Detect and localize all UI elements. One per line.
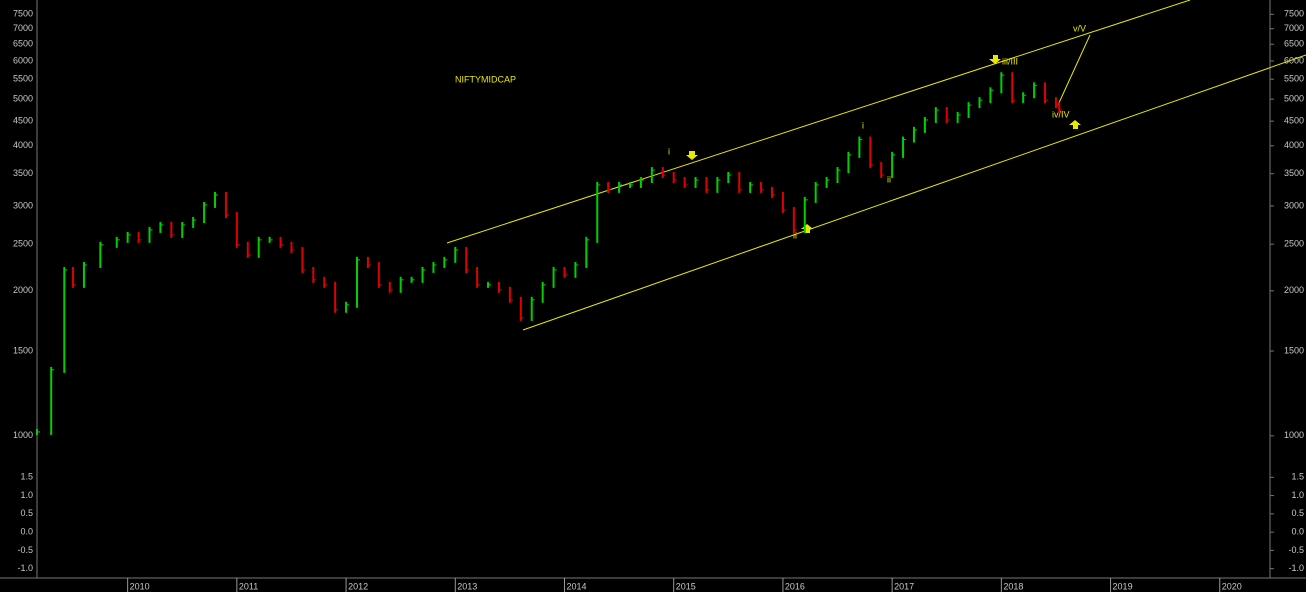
y-tick-label: 3000 [13, 200, 33, 210]
projection-line [1057, 34, 1091, 106]
x-tick-label: 2015 [676, 581, 696, 591]
wave-label: iv/IV [1052, 109, 1070, 119]
wave-label: iii/III [1002, 56, 1018, 66]
y2-tick-label: 0.0 [1291, 527, 1304, 537]
wave-label: v/V [1073, 23, 1086, 33]
y-tick-label: 5500 [1284, 74, 1304, 84]
y-tick-label: 3500 [13, 168, 33, 178]
x-tick-label: 2020 [1222, 581, 1242, 591]
wave-label: i [668, 146, 670, 156]
y-tick-label: 1000 [13, 430, 33, 440]
x-tick-label: 2016 [785, 581, 805, 591]
channel-lower [522, 54, 1306, 331]
y-tick-label: 4000 [13, 140, 33, 150]
y-tick-label: 7500 [13, 9, 33, 19]
chart-title: NIFTYMIDCAP [455, 74, 516, 84]
y2-tick-label: -0.5 [1288, 545, 1304, 555]
y2-tick-label: -0.5 [17, 545, 33, 555]
y-tick-label: 5000 [13, 93, 33, 103]
x-tick-label: 2012 [348, 581, 368, 591]
arrow-down [989, 55, 1001, 64]
y2-tick-label: -1.0 [17, 563, 33, 573]
y-tick-label: 6500 [13, 39, 33, 49]
wave-label: ii [887, 174, 891, 184]
y2-tick-label: 1.0 [1291, 490, 1304, 500]
x-tick-label: 2018 [1003, 581, 1023, 591]
y-tick-label: 5500 [13, 74, 33, 84]
x-tick-label: 2011 [239, 581, 258, 591]
y-tick-label: 2500 [1284, 239, 1304, 249]
y-tick-label: 6000 [1284, 55, 1304, 65]
y2-tick-label: 1.5 [20, 472, 33, 482]
y-tick-label: 7000 [13, 23, 33, 33]
y-tick-label: 2000 [1284, 285, 1304, 295]
x-tick-label: 2017 [894, 581, 914, 591]
x-tick-label: 2010 [130, 581, 150, 591]
y-tick-label: 3500 [1284, 168, 1304, 178]
x-tick-label: 2019 [1113, 581, 1133, 591]
x-tick-label: 2014 [566, 581, 586, 591]
y-tick-label: 4500 [13, 116, 33, 126]
y-tick-label: 7500 [1284, 9, 1304, 19]
x-tick-label: 2013 [457, 581, 477, 591]
y-tick-label: 4500 [1284, 116, 1304, 126]
y-tick-label: 6000 [13, 55, 33, 65]
y-tick-label: 7000 [1284, 23, 1304, 33]
y-tick-label: 5000 [1284, 93, 1304, 103]
y2-tick-label: 1.0 [20, 490, 33, 500]
arrow-up [801, 224, 813, 233]
y2-tick-label: 0.0 [20, 527, 33, 537]
y2-tick-label: 0.5 [20, 508, 33, 518]
y2-tick-label: -1.0 [1288, 563, 1304, 573]
y-tick-label: 6500 [1284, 39, 1304, 49]
y-tick-label: 1000 [1284, 430, 1304, 440]
y-tick-label: 2500 [13, 239, 33, 249]
channel-upper [446, 0, 1191, 244]
y2-tick-label: 1.5 [1291, 472, 1304, 482]
y-tick-label: 3000 [1284, 200, 1304, 210]
wave-label: i [862, 120, 864, 130]
arrow-up [1069, 120, 1081, 129]
wave-label: ii [793, 230, 797, 240]
y2-tick-label: 0.5 [1291, 508, 1304, 518]
y-tick-label: 1500 [13, 345, 33, 355]
y-tick-label: 1500 [1284, 345, 1304, 355]
arrow-down [686, 151, 698, 160]
y-tick-label: 2000 [13, 285, 33, 295]
y-tick-label: 4000 [1284, 140, 1304, 150]
